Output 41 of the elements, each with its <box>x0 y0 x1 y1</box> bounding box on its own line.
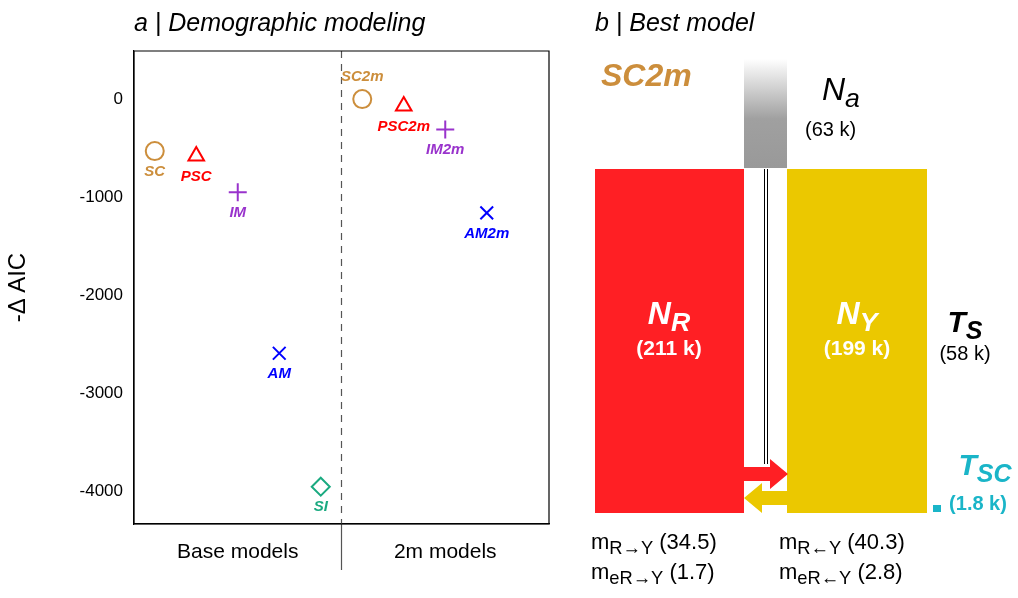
y-tick-label: -3000 <box>79 383 123 403</box>
text: (199 k) <box>823 336 891 360</box>
point <box>227 182 248 203</box>
series-label: PSC2m <box>377 116 431 134</box>
text: T$_{S}$ <box>947 305 983 344</box>
series-label: PSC <box>180 166 213 184</box>
text: SC2m <box>601 57 692 94</box>
point <box>144 141 165 162</box>
text: N$_{R}$ <box>647 295 691 338</box>
series-label: SC2m <box>340 66 384 84</box>
point <box>271 345 287 361</box>
text: m$_{eR←Y}$ (2.8) <box>779 559 903 589</box>
text: m$_{R←Y}$ (40.3) <box>779 529 905 559</box>
series-label: SC <box>144 161 167 179</box>
text: T$_{SC}$ <box>958 448 1012 488</box>
point <box>310 476 331 497</box>
y-tick-label: -2000 <box>79 285 123 305</box>
text: m$_{R→Y}$ (34.5) <box>591 529 717 559</box>
series-label: AM <box>266 363 292 381</box>
text: N$_{Y}$ <box>836 295 878 338</box>
point <box>352 89 373 110</box>
text: Base models <box>177 538 299 562</box>
y-tick-label: -4000 <box>79 481 123 501</box>
text: 2m models <box>393 538 497 562</box>
y-tick-label: -1000 <box>79 186 123 206</box>
text: b | Best model <box>595 8 755 37</box>
text: (63 k) <box>805 118 857 140</box>
series-label: SI <box>313 497 329 515</box>
point <box>435 119 456 140</box>
series-label: IM2m <box>426 140 465 158</box>
y-axis-title: -Δ AIC <box>3 252 31 323</box>
text: m$_{eR→Y}$ (1.7) <box>591 559 715 589</box>
series-label: IM <box>229 202 247 220</box>
series-label: AM2m <box>463 223 510 241</box>
text: N$_{a}$ <box>822 71 860 114</box>
text: (58 k) <box>939 342 991 364</box>
chart-title: a | Demographic modeling <box>134 8 426 37</box>
text: (1.8 k) <box>949 492 1007 514</box>
y-tick-label: 0 <box>113 88 123 108</box>
point <box>479 205 495 221</box>
text: (211 k) <box>636 336 702 360</box>
